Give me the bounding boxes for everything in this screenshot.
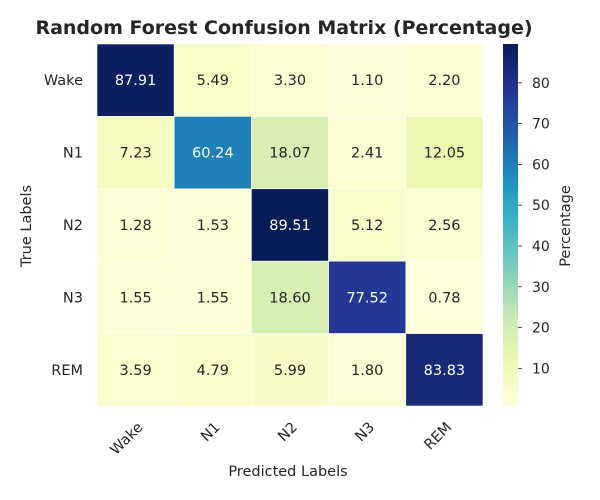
heatmap-cell [173,188,252,262]
x-tick-label: N1 [198,420,224,446]
cell-value-label: 2.20 [428,73,460,89]
heatmap-cells: 87.91 5.49 3.30 1.10 2.20 7.23 60.24 18.07 2.41 1… [96,43,484,407]
cell-value-label: 5.99 [274,363,306,379]
heatmap-cell [405,260,484,334]
colorbar-ticks: 10 20 30 40 50 60 70 80 [518,76,550,377]
x-axis-label: Predicted Labels [228,464,347,480]
cell-value-label: 0.78 [428,290,460,306]
heatmap-cell [96,333,175,407]
heatmap-cell [96,43,175,117]
cell-value-label: 4.79 [197,363,229,379]
heatmap-cell [251,43,329,117]
cell-value-label: 1.10 [351,73,383,89]
cell-value-label: 1.55 [197,290,229,306]
colorbar-tick-label: 70 [532,117,550,133]
heatmap-cell [173,43,252,117]
chart-title: Random Forest Confusion Matrix (Percenta… [35,17,532,39]
y-tick-label: N1 [63,146,83,162]
heatmap-cell [405,116,484,190]
x-tick-label: N2 [275,420,301,446]
heatmap-cell [173,333,252,407]
heatmap-cell [405,333,484,407]
colorbar-tick-label: 50 [532,198,550,214]
cell-value-label: 3.59 [119,363,151,379]
cell-value-label: 87.91 [115,73,157,89]
y-tick-label: N3 [63,290,83,306]
colorbar-tick-label: 40 [532,239,550,255]
heatmap-cell [328,260,407,334]
colorbar-label: Percentage [558,185,574,267]
heatmap-cell [251,333,329,407]
y-axis-label: True Labels [19,185,35,268]
x-tick-label: REM [421,420,455,454]
y-tick-label: Wake [44,73,83,89]
colorbar-tick-label: 10 [532,361,550,377]
heatmap-cell [251,260,329,334]
cell-value-label: 7.23 [119,146,151,162]
cell-value-label: 1.53 [197,218,229,234]
cell-value-label: 1.55 [119,290,151,306]
x-tick-label: N3 [353,420,379,446]
colorbar [503,44,518,406]
cell-value-label: 2.56 [428,218,460,234]
heatmap-cell [96,116,175,190]
colorbar-tick-label: 80 [532,76,550,92]
x-tick-label: Wake [107,419,146,458]
heatmap-cell [251,188,329,262]
cell-value-label: 1.80 [351,363,383,379]
heatmap-cell [173,260,252,334]
y-tick-label: N2 [63,218,83,234]
cell-value-label: 5.12 [351,218,383,234]
y-tick-label: REM [51,363,83,379]
cell-value-label: 1.28 [119,218,151,234]
colorbar-tick-label: 20 [532,321,550,337]
cell-value-label: 12.05 [424,146,466,162]
heatmap-cell [328,188,407,262]
heatmap-cell [96,260,175,334]
cell-value-label: 77.52 [346,290,388,306]
cell-value-label: 5.49 [197,73,229,89]
heatmap-cell [251,116,329,190]
colorbar-tick-label: 30 [532,280,550,296]
cell-value-label: 3.30 [274,73,306,89]
x-axis-ticks: Wake N1 N2 N3 REM [107,419,455,458]
cell-value-label: 18.60 [269,290,311,306]
cell-value-label: 60.24 [192,146,234,162]
heatmap-cell [405,43,484,117]
cell-value-label: 89.51 [269,218,311,234]
cell-value-label: 83.83 [424,363,466,379]
cell-value-label: 18.07 [269,146,311,162]
heatmap-cell [328,43,407,117]
colorbar-tick-label: 60 [532,157,550,173]
heatmap-cell [405,188,484,262]
cell-value-label: 2.41 [351,146,383,162]
y-axis-ticks: Wake N1 N2 N3 REM [44,73,83,379]
